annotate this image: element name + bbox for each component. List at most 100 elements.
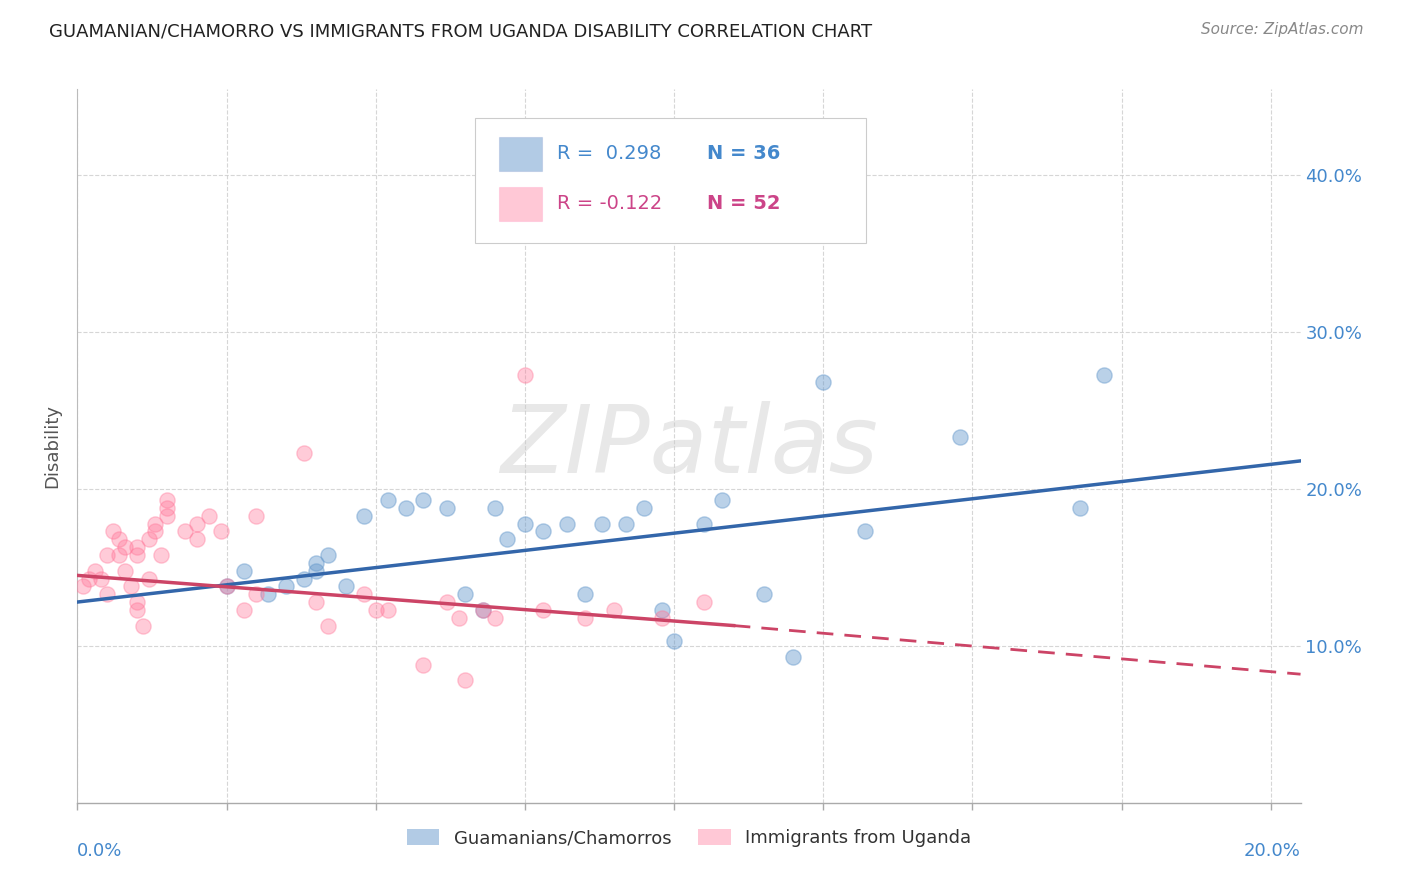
Point — [108, 533, 131, 547]
Point — [651, 611, 673, 625]
Point — [138, 572, 160, 586]
Point — [436, 595, 458, 609]
Point — [353, 587, 375, 601]
Point — [574, 611, 596, 625]
Point — [245, 508, 267, 523]
Point — [484, 611, 506, 625]
Point — [125, 595, 148, 609]
Point — [436, 500, 458, 515]
Text: R =  0.298: R = 0.298 — [557, 144, 661, 163]
Point — [614, 516, 637, 531]
Point — [316, 548, 339, 562]
Point — [96, 548, 118, 562]
Point — [782, 649, 804, 664]
Point — [449, 611, 471, 625]
Point — [114, 540, 136, 554]
Point — [186, 516, 208, 531]
Point — [484, 500, 506, 515]
Point — [316, 618, 339, 632]
Point — [101, 524, 124, 539]
Text: 0.0%: 0.0% — [77, 842, 122, 860]
Point — [215, 579, 238, 593]
Point — [292, 572, 315, 586]
Point — [276, 579, 298, 593]
Point — [72, 579, 94, 593]
Point — [96, 587, 118, 601]
Point — [173, 524, 195, 539]
Point — [353, 508, 375, 523]
Point — [149, 548, 172, 562]
Point — [710, 493, 733, 508]
Point — [209, 524, 232, 539]
Point — [531, 603, 554, 617]
Point — [377, 493, 399, 508]
Point — [186, 533, 208, 547]
Point — [197, 508, 219, 523]
Point — [394, 500, 416, 515]
Point — [574, 587, 596, 601]
Point — [114, 564, 136, 578]
Point — [305, 595, 328, 609]
Point — [125, 603, 148, 617]
Point — [531, 524, 554, 539]
Point — [77, 572, 100, 586]
Point — [305, 564, 328, 578]
Point — [693, 516, 716, 531]
Point — [132, 618, 155, 632]
Text: R = -0.122: R = -0.122 — [557, 194, 662, 213]
Point — [949, 430, 972, 444]
Point — [215, 579, 238, 593]
Point — [662, 634, 685, 648]
FancyBboxPatch shape — [475, 118, 866, 243]
Point — [156, 500, 179, 515]
Point — [555, 516, 578, 531]
Point — [811, 376, 834, 390]
Point — [84, 564, 107, 578]
Text: 20.0%: 20.0% — [1244, 842, 1301, 860]
Point — [90, 572, 112, 586]
FancyBboxPatch shape — [499, 187, 543, 221]
Point — [156, 508, 179, 523]
Legend: Guamanians/Chamorros, Immigrants from Uganda: Guamanians/Chamorros, Immigrants from Ug… — [399, 822, 979, 855]
FancyBboxPatch shape — [499, 137, 543, 171]
Point — [513, 368, 536, 382]
Point — [305, 556, 328, 570]
Text: N = 52: N = 52 — [707, 194, 780, 213]
Point — [377, 603, 399, 617]
Point — [496, 533, 519, 547]
Point — [143, 524, 166, 539]
Point — [138, 533, 160, 547]
Point — [108, 548, 131, 562]
Point — [412, 657, 434, 672]
Point — [125, 540, 148, 554]
Point — [591, 516, 613, 531]
Point — [233, 564, 256, 578]
Point — [143, 516, 166, 531]
Text: GUAMANIAN/CHAMORRO VS IMMIGRANTS FROM UGANDA DISABILITY CORRELATION CHART: GUAMANIAN/CHAMORRO VS IMMIGRANTS FROM UG… — [49, 22, 872, 40]
Point — [1092, 368, 1115, 382]
Text: Source: ZipAtlas.com: Source: ZipAtlas.com — [1201, 22, 1364, 37]
Point — [454, 673, 477, 688]
Point — [125, 548, 148, 562]
Point — [1069, 500, 1091, 515]
Point — [513, 516, 536, 531]
Point — [156, 493, 179, 508]
Text: N = 36: N = 36 — [707, 144, 780, 163]
Point — [120, 579, 142, 593]
Point — [245, 587, 267, 601]
Point — [472, 603, 495, 617]
Point — [233, 603, 256, 617]
Point — [633, 500, 655, 515]
Point — [364, 603, 387, 617]
Point — [335, 579, 357, 593]
Point — [651, 603, 673, 617]
Point — [472, 603, 495, 617]
Y-axis label: Disability: Disability — [44, 404, 62, 488]
Point — [752, 587, 775, 601]
Point — [292, 446, 315, 460]
Point — [853, 524, 876, 539]
Point — [603, 603, 626, 617]
Point — [693, 595, 716, 609]
Point — [257, 587, 280, 601]
Point — [454, 587, 477, 601]
